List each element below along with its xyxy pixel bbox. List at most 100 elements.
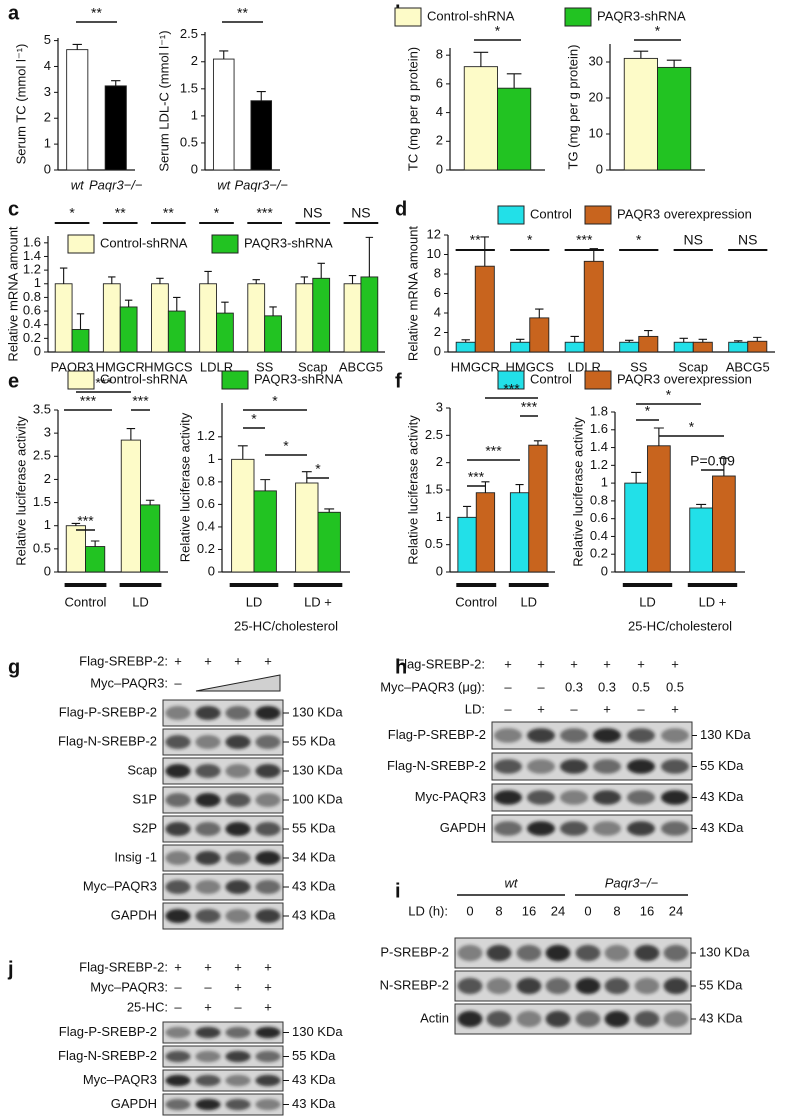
- blot-band: [560, 821, 588, 836]
- blot-band: [604, 944, 630, 962]
- blot-band: [627, 728, 655, 743]
- header-cell: –: [570, 701, 578, 716]
- x-tick-label: SS: [256, 359, 274, 374]
- band-label: Flag-N-SREBP-2: [387, 758, 486, 773]
- blot-band: [545, 944, 571, 962]
- blot-band: [516, 1010, 542, 1028]
- error-bar: [633, 50, 649, 59]
- y-axis-title: TG (mg per g protein): [565, 45, 580, 170]
- significance-label: **: [163, 205, 174, 221]
- header-cell: +: [603, 656, 611, 671]
- significance-label: ***: [95, 375, 112, 391]
- blot-band: [604, 1010, 630, 1028]
- x-tick-label: ABCG5: [726, 359, 770, 374]
- header-cell: +: [504, 656, 512, 671]
- blot-band: [494, 728, 522, 743]
- y-tick-label: 0: [596, 161, 603, 176]
- bar: [343, 283, 362, 353]
- header-cell: 16: [640, 903, 654, 918]
- x-axis-title: 25-HC/cholesterol: [234, 618, 338, 633]
- y-tick-label: 2.5: [33, 448, 51, 463]
- x-tick-label: wt: [217, 177, 231, 192]
- legend-label: Control-shRNA: [100, 235, 188, 250]
- bar: [475, 492, 496, 573]
- group-label: wt: [505, 875, 519, 890]
- error-bar: [221, 301, 229, 314]
- header-cell: +: [264, 653, 272, 668]
- band-label: Flag-N-SREBP-2: [58, 1048, 157, 1063]
- band-label: S2P: [132, 820, 157, 835]
- y-tick-label: 30: [589, 53, 603, 68]
- y-tick-label: 1.4: [23, 248, 41, 263]
- blot-band: [195, 879, 221, 895]
- panel-letter: d: [395, 198, 407, 220]
- bar: [212, 58, 235, 171]
- blot-band: [165, 908, 191, 924]
- x-tick-label: Paqr3−/−: [235, 177, 289, 192]
- band-label: Scap: [127, 762, 157, 777]
- significance-label: *: [655, 23, 661, 39]
- band-label: N-SREBP-2: [380, 977, 449, 992]
- y-tick-label: 0.8: [590, 492, 608, 507]
- y-tick-label: 5: [44, 32, 51, 47]
- size-label: 130 KDa: [699, 944, 750, 959]
- blot-band: [494, 790, 522, 805]
- blot-band: [225, 792, 251, 808]
- blot-band: [255, 763, 281, 779]
- y-tick-label: 4: [44, 58, 51, 73]
- y-tick-label: 0.2: [23, 330, 41, 345]
- error-bar: [653, 427, 664, 446]
- error-bar: [461, 339, 470, 343]
- blot-band: [593, 728, 621, 743]
- header-cell: +: [671, 701, 679, 716]
- x-tick-label: HMGCR: [96, 359, 145, 374]
- x-tick-label: Scap: [678, 359, 708, 374]
- significance-label: ***: [132, 393, 149, 409]
- size-label: 55 KDa: [700, 758, 744, 773]
- header-cell: 24: [669, 903, 683, 918]
- y-tick-label: 1: [208, 451, 215, 466]
- error-bar: [237, 445, 248, 460]
- panel-letter: g: [8, 656, 20, 678]
- header-label: LD (h):: [408, 903, 448, 918]
- y-tick-label: 6: [436, 75, 443, 90]
- y-tick-label: 0.2: [590, 546, 608, 561]
- error-bar: [515, 483, 524, 493]
- band-label: Actin: [420, 1010, 449, 1025]
- y-tick-label: 2: [436, 133, 443, 148]
- size-label: 55 KDa: [292, 820, 336, 835]
- y-tick-label: 1.2: [197, 428, 215, 443]
- y-tick-label: 8: [436, 47, 443, 62]
- header-cell: –: [234, 999, 242, 1014]
- x-tick-label: Control: [455, 594, 497, 609]
- blot-band: [560, 790, 588, 805]
- bar: [312, 277, 331, 353]
- error-bar: [631, 471, 642, 484]
- legend-label: Control: [530, 206, 572, 221]
- bar: [463, 66, 498, 171]
- y-axis-title: Relative mRNA amount: [5, 226, 20, 361]
- error-bar: [173, 296, 181, 312]
- x-tick-label: Paqr3−/−: [89, 177, 143, 192]
- y-tick-label: 1.4: [590, 439, 608, 454]
- header-cell: +: [234, 959, 242, 974]
- significance-label: *: [666, 387, 672, 403]
- bar: [712, 475, 736, 573]
- y-tick-label: 8: [434, 265, 441, 280]
- blot-band: [661, 728, 689, 743]
- error-bar: [204, 270, 212, 284]
- header-cell: 24: [551, 903, 565, 918]
- significance-label: *: [527, 232, 533, 248]
- blot-band: [527, 759, 555, 774]
- band-label: GAPDH: [440, 820, 486, 835]
- blot-band: [225, 1026, 251, 1039]
- blot-band: [255, 1074, 281, 1087]
- size-label: 43 KDa: [700, 820, 744, 835]
- band-label: P-SREBP-2: [380, 944, 449, 959]
- band-label: Flag-N-SREBP-2: [58, 733, 157, 748]
- blot-band: [195, 1026, 221, 1039]
- error-bar: [317, 262, 325, 279]
- x-tick-label: LD: [246, 594, 263, 609]
- y-tick-label: 1.5: [425, 481, 443, 496]
- x-tick-label: wt: [71, 177, 85, 192]
